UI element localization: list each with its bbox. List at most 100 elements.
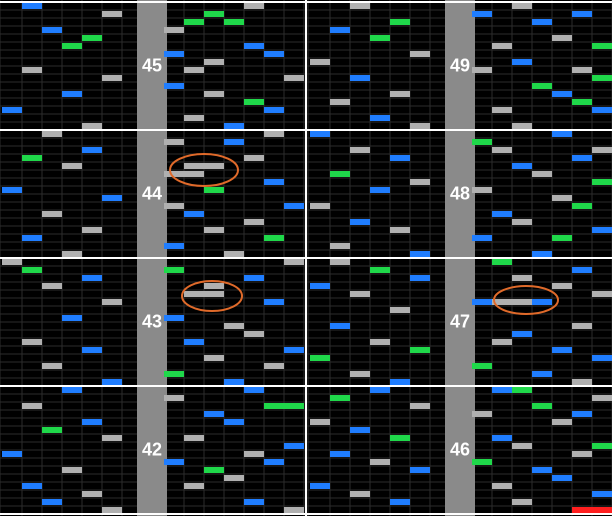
note-block[interactable] — [572, 11, 592, 17]
note-block[interactable] — [264, 51, 284, 57]
note-block[interactable] — [350, 291, 370, 297]
note-block[interactable] — [310, 355, 330, 361]
note-block[interactable] — [244, 331, 264, 337]
note-block[interactable] — [350, 3, 370, 9]
note-block[interactable] — [184, 211, 204, 217]
note-block[interactable] — [592, 147, 612, 153]
note-block[interactable] — [410, 347, 430, 353]
note-block[interactable] — [410, 251, 430, 257]
note-block[interactable] — [472, 11, 492, 17]
note-block[interactable] — [204, 291, 224, 297]
note-block[interactable] — [572, 155, 592, 161]
note-block[interactable] — [224, 475, 244, 481]
note-block[interactable] — [184, 115, 204, 121]
note-block[interactable] — [184, 163, 204, 169]
note-block[interactable] — [512, 387, 532, 393]
note-block[interactable] — [62, 315, 82, 321]
note-block[interactable] — [224, 19, 244, 25]
note-block[interactable] — [82, 275, 102, 281]
note-block[interactable] — [244, 43, 264, 49]
note-block[interactable] — [330, 323, 350, 329]
note-block[interactable] — [532, 467, 552, 473]
note-block[interactable] — [204, 227, 224, 233]
note-block[interactable] — [532, 19, 552, 25]
note-block[interactable] — [164, 83, 184, 89]
note-block[interactable] — [492, 107, 512, 113]
note-block[interactable] — [532, 171, 552, 177]
note-block[interactable] — [512, 219, 532, 225]
note-block[interactable] — [62, 91, 82, 97]
note-block[interactable] — [264, 299, 284, 305]
note-block[interactable] — [244, 451, 264, 457]
note-block[interactable] — [370, 35, 390, 41]
note-block[interactable] — [390, 379, 410, 385]
note-block[interactable] — [224, 123, 244, 129]
note-block[interactable] — [164, 395, 184, 401]
note-block[interactable] — [572, 507, 592, 513]
note-block[interactable] — [204, 355, 224, 361]
note-block[interactable] — [310, 483, 330, 489]
note-block[interactable] — [472, 67, 492, 73]
note-block[interactable] — [532, 299, 552, 305]
note-block[interactable] — [42, 211, 62, 217]
note-block[interactable] — [244, 275, 264, 281]
note-block[interactable] — [184, 171, 204, 177]
note-block[interactable] — [390, 435, 410, 441]
note-block[interactable] — [62, 387, 82, 393]
note-block[interactable] — [572, 267, 592, 273]
note-block[interactable] — [164, 51, 184, 57]
note-block[interactable] — [370, 267, 390, 273]
note-block[interactable] — [184, 291, 204, 297]
note-block[interactable] — [330, 99, 350, 105]
note-block[interactable] — [370, 387, 390, 393]
note-block[interactable] — [512, 163, 532, 169]
note-block[interactable] — [552, 131, 572, 137]
note-block[interactable] — [472, 187, 492, 193]
note-block[interactable] — [184, 339, 204, 345]
note-block[interactable] — [244, 499, 264, 505]
note-block[interactable] — [164, 27, 184, 33]
note-block[interactable] — [410, 403, 430, 409]
note-block[interactable] — [512, 331, 532, 337]
note-block[interactable] — [82, 123, 102, 129]
note-block[interactable] — [2, 107, 22, 113]
note-block[interactable] — [22, 3, 42, 9]
note-block[interactable] — [42, 499, 62, 505]
note-block[interactable] — [264, 363, 284, 369]
note-block[interactable] — [592, 107, 612, 113]
note-block[interactable] — [592, 227, 612, 233]
note-block[interactable] — [552, 35, 572, 41]
note-block[interactable] — [592, 491, 612, 497]
note-block[interactable] — [264, 179, 284, 185]
note-block[interactable] — [62, 251, 82, 257]
note-block[interactable] — [102, 379, 122, 385]
note-block[interactable] — [512, 443, 532, 449]
note-block[interactable] — [472, 235, 492, 241]
note-block[interactable] — [572, 203, 592, 209]
note-block[interactable] — [82, 147, 102, 153]
note-block[interactable] — [164, 315, 184, 321]
note-block[interactable] — [82, 491, 102, 497]
note-block[interactable] — [390, 307, 410, 313]
note-block[interactable] — [410, 179, 430, 185]
note-block[interactable] — [102, 195, 122, 201]
note-block[interactable] — [512, 59, 532, 65]
note-block[interactable] — [62, 163, 82, 169]
note-block[interactable] — [164, 267, 184, 273]
note-block[interactable] — [184, 483, 204, 489]
note-block[interactable] — [350, 147, 370, 153]
note-block[interactable] — [22, 67, 42, 73]
note-block[interactable] — [224, 419, 244, 425]
note-block[interactable] — [204, 283, 224, 289]
note-block[interactable] — [102, 75, 122, 81]
note-block[interactable] — [22, 267, 42, 273]
note-block[interactable] — [390, 19, 410, 25]
note-block[interactable] — [102, 11, 122, 17]
note-block[interactable] — [572, 99, 592, 105]
note-block[interactable] — [330, 171, 350, 177]
note-block[interactable] — [592, 291, 612, 297]
note-block[interactable] — [284, 443, 304, 449]
note-block[interactable] — [264, 107, 284, 113]
note-block[interactable] — [310, 419, 330, 425]
note-block[interactable] — [512, 123, 532, 129]
